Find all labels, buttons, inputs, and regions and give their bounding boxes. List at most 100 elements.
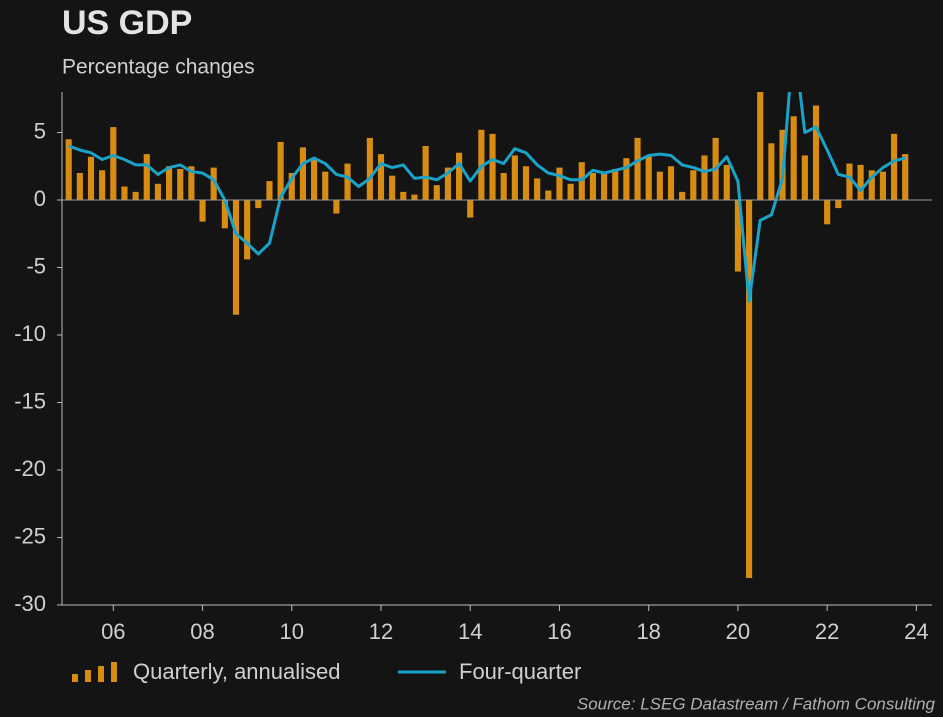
bar [143,154,150,200]
bar [589,173,596,200]
bar [690,170,697,200]
bar [656,171,663,200]
plot-area [65,92,909,578]
x-tick-label: 20 [726,619,750,644]
bar [221,200,228,229]
bar [411,194,418,200]
bar [522,166,530,200]
bar [177,168,184,200]
bar [757,92,764,200]
bar [824,200,831,225]
bar [723,164,730,200]
x-tick-label: 24 [904,619,928,644]
bar [422,146,429,200]
bar [344,163,351,200]
bar [333,200,340,214]
bar [768,143,775,200]
bar [601,173,608,200]
bar [199,200,206,222]
bar [567,183,574,200]
bar [467,200,474,218]
line [68,92,906,303]
bar [277,141,284,200]
bar [366,137,373,200]
bar [545,190,552,200]
y-tick-label: -5 [26,253,46,278]
bar [232,200,240,315]
bar [489,133,496,200]
x-tick-label: 10 [280,619,304,644]
bar [210,167,217,200]
bar [679,191,686,200]
bar [166,166,173,200]
bar [65,139,72,200]
bar [266,181,273,200]
x-tick-label: 14 [458,619,482,644]
y-tick-label: 0 [34,186,46,211]
bar [377,154,385,200]
bar [400,191,407,200]
bar [255,200,262,209]
bar [154,183,161,200]
bar [634,137,641,200]
bar [99,170,106,200]
bar [121,186,128,200]
bar [87,156,95,200]
bar [556,167,563,200]
bar [444,167,451,200]
x-tick-label: 16 [547,619,571,644]
chart-title: US GDP [62,4,192,42]
bar [667,166,675,200]
bar [790,116,797,200]
x-tick-label: 22 [815,619,839,644]
bar [110,127,117,200]
x-tick-label: 18 [636,619,660,644]
bar [612,168,619,200]
legend-label: Quarterly, annualised [133,659,341,684]
y-tick-label: -30 [14,591,46,616]
bar [891,133,898,200]
y-tick-label: -20 [14,456,46,481]
legend-swatch [72,674,78,682]
bar [868,170,875,200]
x-tick-label: 06 [101,619,125,644]
bar [288,173,295,200]
bar [132,191,139,200]
bar [623,158,630,200]
bar [244,200,251,260]
y-tick-label: -15 [14,388,46,413]
bar [746,200,753,578]
bar [188,166,195,200]
bar [534,178,541,200]
bar [511,155,518,200]
x-tick-label: 12 [369,619,393,644]
bar [902,154,909,200]
legend-swatch [85,670,91,682]
bar [76,173,83,200]
bar [299,147,306,200]
legend-label: Four-quarter [459,659,581,684]
y-tick-label: -25 [14,523,46,548]
y-tick-label: 5 [34,118,46,143]
bar [879,171,886,200]
bar [812,105,820,200]
bar [857,164,864,200]
bar [846,163,853,200]
legend-swatch [111,662,117,682]
bar [500,173,507,200]
bar [835,200,842,209]
bar [701,155,708,200]
y-tick-label: -10 [14,321,46,346]
x-tick-label: 08 [190,619,214,644]
chart-subtitle: Percentage changes [62,56,255,79]
bar [311,159,318,200]
bar [433,185,440,200]
bar [734,200,741,272]
source: Source: LSEG Datastream / Fathom Consult… [577,694,936,713]
bar [645,155,652,200]
bar [322,171,329,200]
bar [801,155,808,200]
bar [456,152,463,200]
legend-swatch [98,666,104,682]
